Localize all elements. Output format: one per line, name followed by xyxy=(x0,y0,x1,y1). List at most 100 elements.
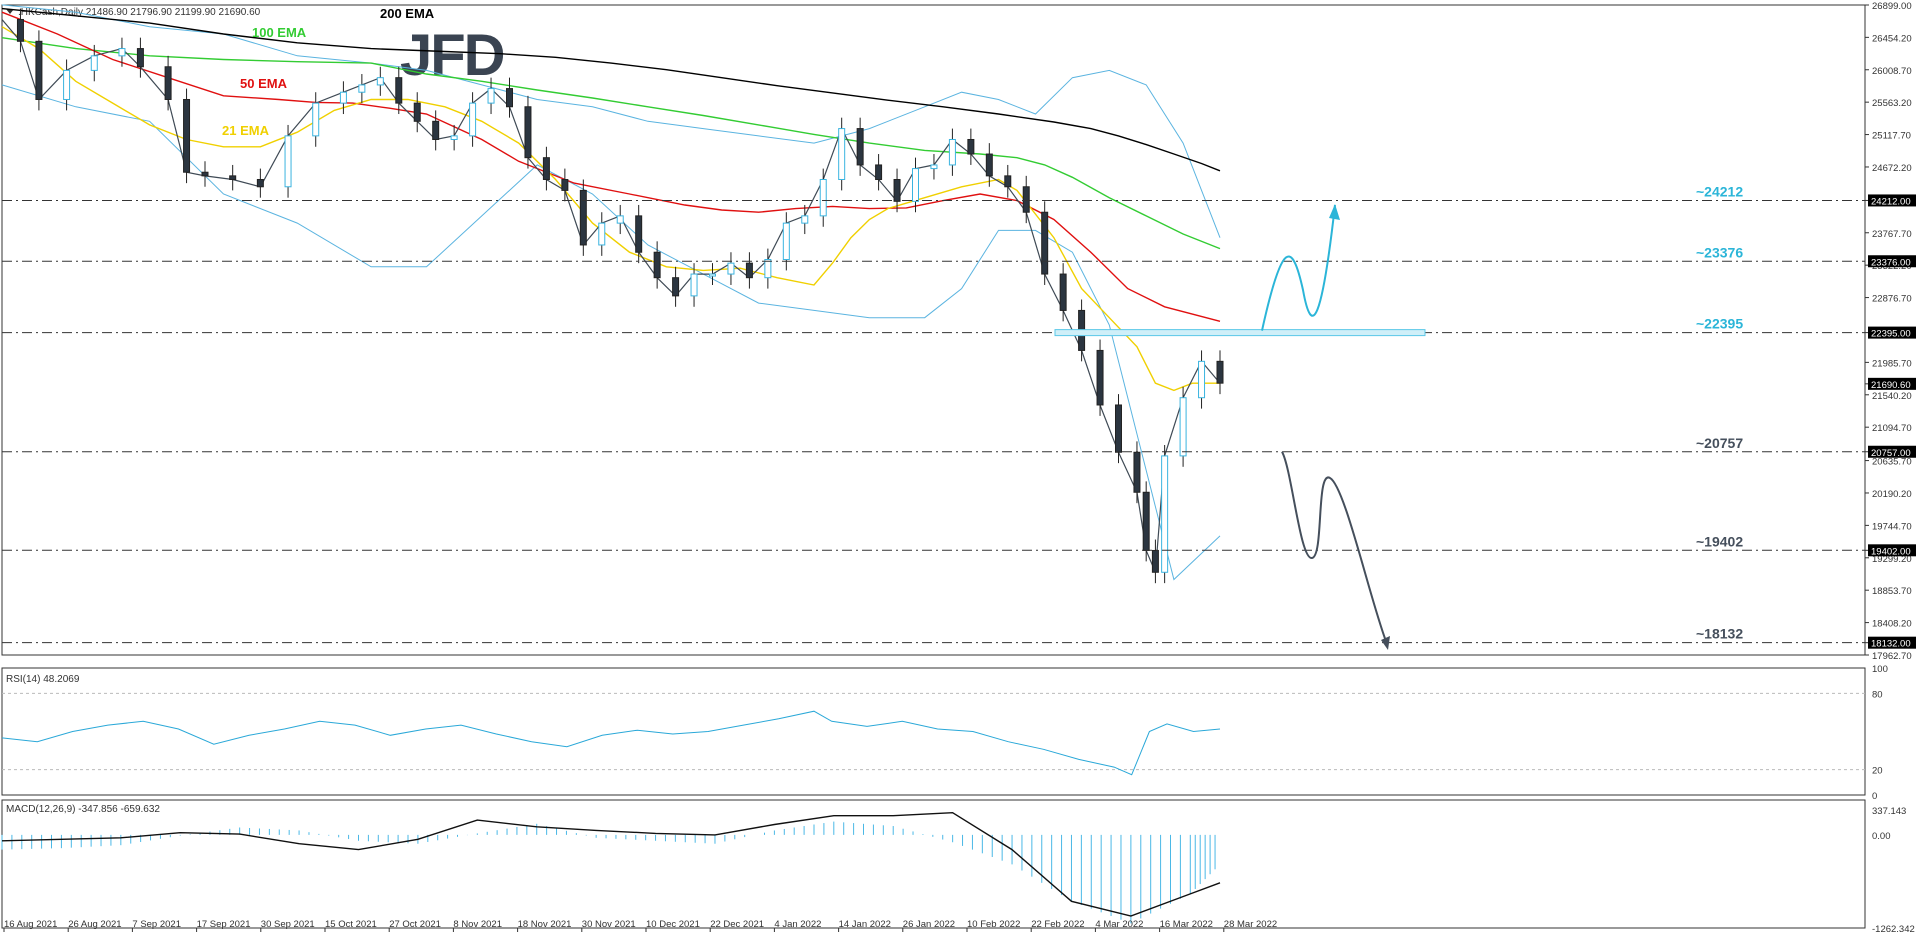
rsi-line xyxy=(1,710,1221,776)
macd-axis-label: 337.143 xyxy=(1872,806,1906,817)
candle-body xyxy=(339,91,347,104)
bullish-scenario-arrow xyxy=(1261,204,1336,331)
resistance-zone xyxy=(1054,329,1426,337)
candle-body xyxy=(450,135,458,140)
candle-body xyxy=(118,48,126,57)
candle-body xyxy=(598,222,606,246)
candle-body xyxy=(709,273,716,277)
candle-body xyxy=(542,157,550,180)
level-label: ~18132 xyxy=(1696,626,1743,642)
symbol-info: .HKCash,Daily 21486.90 21796.90 21199.90… xyxy=(18,7,261,18)
level-axis-label: 20757.00 xyxy=(1871,448,1911,459)
candle-body xyxy=(1133,451,1141,493)
candle-body xyxy=(312,102,320,137)
candle-body xyxy=(229,175,237,180)
candle-body xyxy=(1115,404,1122,453)
rsi-axis-label: 100 xyxy=(1872,664,1888,675)
candle-body xyxy=(782,222,790,261)
price-tick-label: 18408.20 xyxy=(1872,619,1912,630)
candle-body xyxy=(136,48,144,68)
price-tick-label: 21540.20 xyxy=(1872,391,1912,402)
price-tick-label: 17962.70 xyxy=(1872,651,1912,662)
date-label: 16 Mar 2022 xyxy=(1160,919,1213,930)
macd-axis-label: -1262.342 xyxy=(1872,924,1915,935)
bollinger-lower xyxy=(1,84,1221,581)
candle-body xyxy=(838,128,846,180)
candle-body xyxy=(635,215,643,253)
level-axis-label: 19402.00 xyxy=(1871,546,1911,557)
date-label: 26 Jan 2022 xyxy=(903,919,955,930)
candle-body xyxy=(727,262,735,275)
candle-body xyxy=(506,88,513,108)
price-tick-label: 25563.20 xyxy=(1872,98,1912,109)
price-tick-label: 26008.70 xyxy=(1872,66,1912,77)
candle-body xyxy=(35,40,43,100)
candle-body xyxy=(561,178,569,191)
macd-label: MACD(12,26,9) -347.856 -659.632 xyxy=(6,804,160,815)
date-label: 16 Aug 2021 xyxy=(4,919,57,930)
candle-body xyxy=(616,215,624,224)
level-axis-label: 18132.00 xyxy=(1871,639,1911,650)
date-label: 7 Sep 2021 xyxy=(132,919,181,930)
date-label: 22 Feb 2022 xyxy=(1031,919,1084,930)
candle-body xyxy=(1022,186,1030,213)
candle-body xyxy=(376,77,384,86)
date-label: 4 Mar 2022 xyxy=(1095,919,1143,930)
candle-body xyxy=(1142,491,1150,551)
bollinger-upper xyxy=(1,4,1221,238)
current-price-label: 21690.60 xyxy=(1871,380,1911,391)
price-tick-label: 22876.70 xyxy=(1872,294,1912,305)
price-tick-label: 21094.70 xyxy=(1872,423,1912,434)
level-axis-box xyxy=(1868,255,1916,268)
rsi-axis-label: 20 xyxy=(1872,766,1883,777)
candle-body xyxy=(487,88,495,104)
candle-body xyxy=(1179,397,1187,457)
bullish-arrowhead-icon xyxy=(1329,204,1340,220)
candle-body xyxy=(1059,273,1067,311)
price-tick-label: 23767.70 xyxy=(1872,229,1912,240)
date-label: 30 Nov 2021 xyxy=(582,919,636,930)
candle-body xyxy=(653,251,661,279)
candle-body xyxy=(469,102,477,137)
candle-body xyxy=(1004,175,1012,188)
level-label: ~19402 xyxy=(1696,533,1743,549)
candle-body xyxy=(524,106,532,159)
level-axis-box xyxy=(1868,445,1916,458)
level-axis-label: 24212.00 xyxy=(1871,196,1911,207)
candle-body xyxy=(358,84,366,93)
candle-body xyxy=(284,135,292,188)
level-axis-box xyxy=(1868,636,1916,649)
level-label: ~20757 xyxy=(1696,435,1743,451)
candle-body xyxy=(875,164,883,180)
ema-label: 21 EMA xyxy=(222,123,270,138)
candle-body xyxy=(856,128,864,166)
candle-body xyxy=(164,66,172,100)
candle-body xyxy=(764,259,772,279)
date-label: 26 Aug 2021 xyxy=(68,919,121,930)
candle-body xyxy=(201,171,209,177)
candle-body xyxy=(256,178,264,188)
ema-label: 100 EMA xyxy=(252,25,307,40)
macd-axis-label: 0.00 xyxy=(1872,831,1891,842)
rsi-axis-label: 0 xyxy=(1872,791,1877,802)
date-label: 18 Nov 2021 xyxy=(518,919,572,930)
candle-body xyxy=(893,178,901,202)
candle-body xyxy=(948,138,956,166)
candle-body xyxy=(90,55,98,71)
rsi-panel-frame xyxy=(1,667,1866,796)
price-panel-frame xyxy=(1,4,1866,656)
candle-body xyxy=(819,178,827,217)
candle-body xyxy=(1151,549,1159,573)
candle-body xyxy=(1198,360,1206,399)
ema-label: 50 EMA xyxy=(240,76,288,91)
price-tick-label: 26899.00 xyxy=(1872,1,1912,12)
level-axis-box xyxy=(1868,544,1916,557)
candle-body xyxy=(579,189,587,246)
rsi-axis-label: 80 xyxy=(1872,689,1883,700)
ema-label: 200 EMA xyxy=(380,6,435,21)
date-label: 8 Nov 2021 xyxy=(453,919,502,930)
bearish-scenario-arrow xyxy=(1281,451,1388,645)
level-axis-label: 23376.00 xyxy=(1871,257,1911,268)
